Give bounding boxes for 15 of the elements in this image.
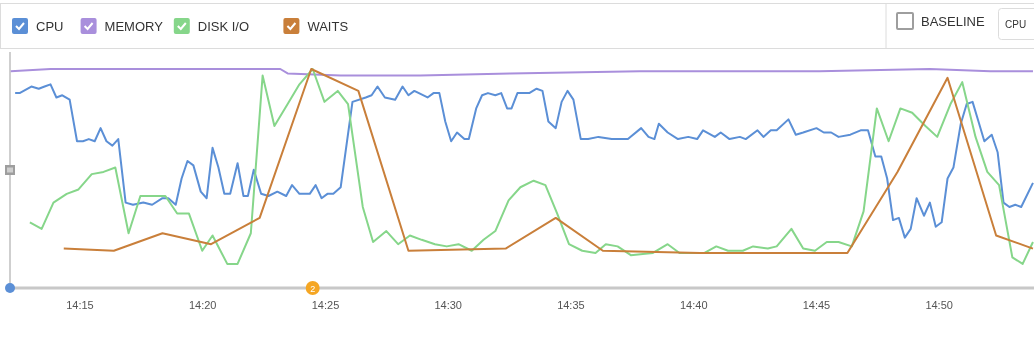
x-tick-label: 14:20: [188, 299, 217, 311]
x-tick-label: 14:15: [66, 299, 94, 311]
x-tick-label: 14:25: [311, 299, 340, 311]
x-tick-label: 14:40: [679, 299, 708, 311]
legend-label: MEMORY: [104, 19, 164, 34]
x-tick-label: 14:30: [434, 299, 462, 311]
legend-label: WAITS: [307, 19, 349, 34]
x-tick-label: 14:45: [802, 299, 831, 311]
x-tick-label: 14:35: [557, 299, 585, 311]
legend-label: CPU: [36, 19, 64, 34]
x-tick-label: 14:50: [925, 299, 953, 311]
annotation: 2: [310, 283, 316, 294]
text: CPU: [1005, 19, 1027, 30]
legend-label: DISK I/O: [197, 19, 250, 34]
text: BASELINE: [921, 14, 985, 29]
